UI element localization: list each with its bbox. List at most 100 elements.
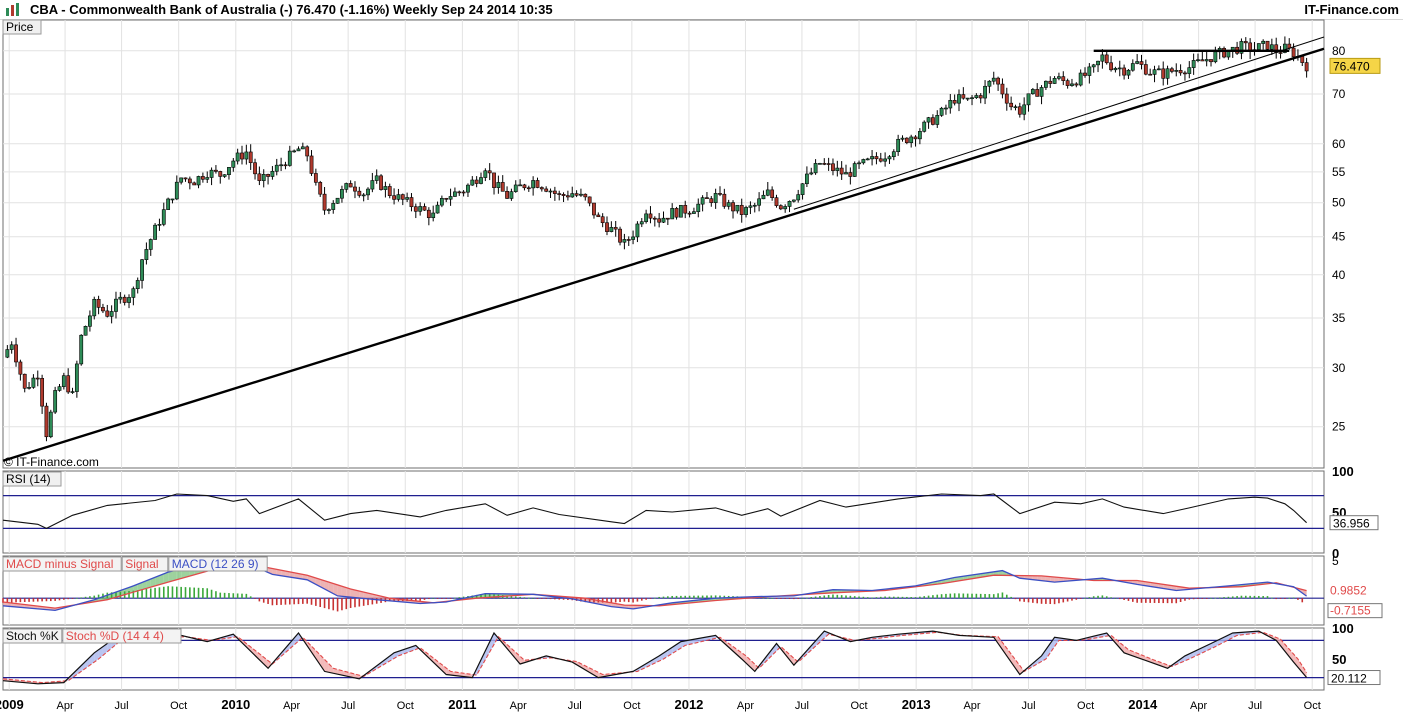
brand-label[interactable]: IT-Finance.com [1304, 2, 1399, 17]
macd-histogram-bar [141, 589, 143, 599]
candle-body [505, 191, 509, 199]
stoch-fill [480, 650, 486, 668]
candle-body [552, 190, 557, 194]
candle-body [1004, 93, 1009, 104]
candle-body [231, 160, 236, 168]
candle-body [696, 203, 701, 212]
candle-body [622, 239, 627, 243]
trendline[interactable] [793, 36, 1325, 210]
candle-body [818, 163, 822, 165]
macd-histogram-bar [1036, 598, 1039, 604]
macd-histogram-bar [71, 598, 74, 599]
macd-histogram-bar [149, 588, 152, 599]
candle-body [266, 174, 270, 177]
macd-histogram-bar [1192, 598, 1195, 600]
svg-text:MACD minus Signal: MACD minus Signal [6, 557, 113, 571]
macd-histogram-bar [415, 598, 417, 601]
macd-histogram-bar [1158, 598, 1160, 604]
macd-histogram-bar [601, 598, 604, 603]
candle-body [683, 204, 688, 214]
macd-histogram-bar [1014, 598, 1017, 600]
candle-body [331, 203, 336, 210]
candle-body [718, 193, 722, 195]
candle-body [765, 189, 770, 196]
macd-histogram-bar [879, 596, 882, 599]
candle-body [127, 297, 131, 303]
stoch-fill [772, 643, 777, 656]
macd-fill [3, 602, 8, 607]
macd-histogram-bar [297, 598, 300, 605]
stoch-fill [324, 659, 329, 673]
macd-histogram-bar [167, 586, 169, 599]
stoch-fill [255, 650, 260, 660]
stoch-fill [789, 654, 794, 666]
candle-body [748, 205, 753, 208]
macd-histogram-bar [132, 590, 135, 599]
macd-histogram-bar [176, 586, 178, 599]
candle-body [535, 180, 540, 188]
macd-histogram-bar [1292, 597, 1295, 599]
candle-body [1187, 67, 1192, 74]
macd-fill [341, 586, 347, 597]
candle-body [400, 194, 405, 200]
macd-histogram-bar [971, 593, 973, 599]
stoch-fill [76, 665, 82, 675]
stoch-fill [389, 652, 395, 662]
candle-body [1052, 78, 1057, 84]
candle-body [774, 197, 779, 206]
x-tick-label: 2009 [0, 697, 24, 712]
stoch-fill [1302, 665, 1307, 678]
macd-histogram-bar [136, 590, 139, 599]
stoch-last-label: 20.112 [1331, 672, 1367, 686]
macd-histogram-bar [845, 595, 847, 599]
candle-body [1048, 80, 1053, 84]
candle-body [348, 183, 353, 188]
macd-histogram-bar [19, 598, 22, 603]
stoch-fill [728, 643, 734, 652]
macd-histogram-bar [1288, 597, 1291, 599]
stoch-fill [333, 668, 338, 675]
macd-fill [1032, 575, 1038, 581]
x-tick-label: Oct [850, 700, 867, 712]
macd-histogram-bar [1244, 595, 1247, 599]
y-tick-label: 5 [1332, 554, 1339, 568]
candle-body [722, 193, 727, 207]
macd-histogram-bar [6, 598, 9, 603]
macd-histogram-bar [341, 598, 343, 611]
macd-fill [155, 575, 160, 586]
x-tick-label: Oct [1304, 700, 1321, 712]
candle-body [426, 209, 431, 219]
macd-histogram-bar [349, 598, 352, 608]
x-tick-label: 2010 [221, 697, 250, 712]
stoch-fill [511, 648, 516, 659]
macd-histogram-bar [1075, 598, 1078, 600]
candle-body [448, 196, 453, 200]
candle-body [587, 196, 592, 204]
candle-body [870, 156, 874, 160]
candle-body [913, 136, 918, 140]
macd-histogram-bar [914, 597, 917, 599]
candle-body [431, 212, 436, 219]
candle-body [27, 387, 31, 389]
candle-body [253, 162, 257, 175]
candle-body [609, 227, 614, 232]
candle-body [40, 378, 45, 407]
macd-histogram-bar [510, 595, 513, 599]
macd-histogram-bar [67, 598, 69, 600]
candle-body [205, 177, 210, 180]
stoch-fill [733, 646, 738, 656]
candle-body [1304, 62, 1309, 72]
candle-body [118, 296, 123, 300]
candle-body [222, 174, 227, 177]
stoch-fill [246, 643, 251, 652]
candle-body [592, 202, 596, 216]
stoch-fill [394, 651, 399, 659]
macd-histogram-bar [388, 598, 391, 602]
candle-body [752, 204, 757, 207]
candle-body [948, 100, 953, 109]
candle-body [800, 183, 805, 195]
trendline[interactable] [2, 47, 1325, 462]
candle-body [878, 158, 883, 162]
macd-histogram-bar [93, 595, 96, 599]
